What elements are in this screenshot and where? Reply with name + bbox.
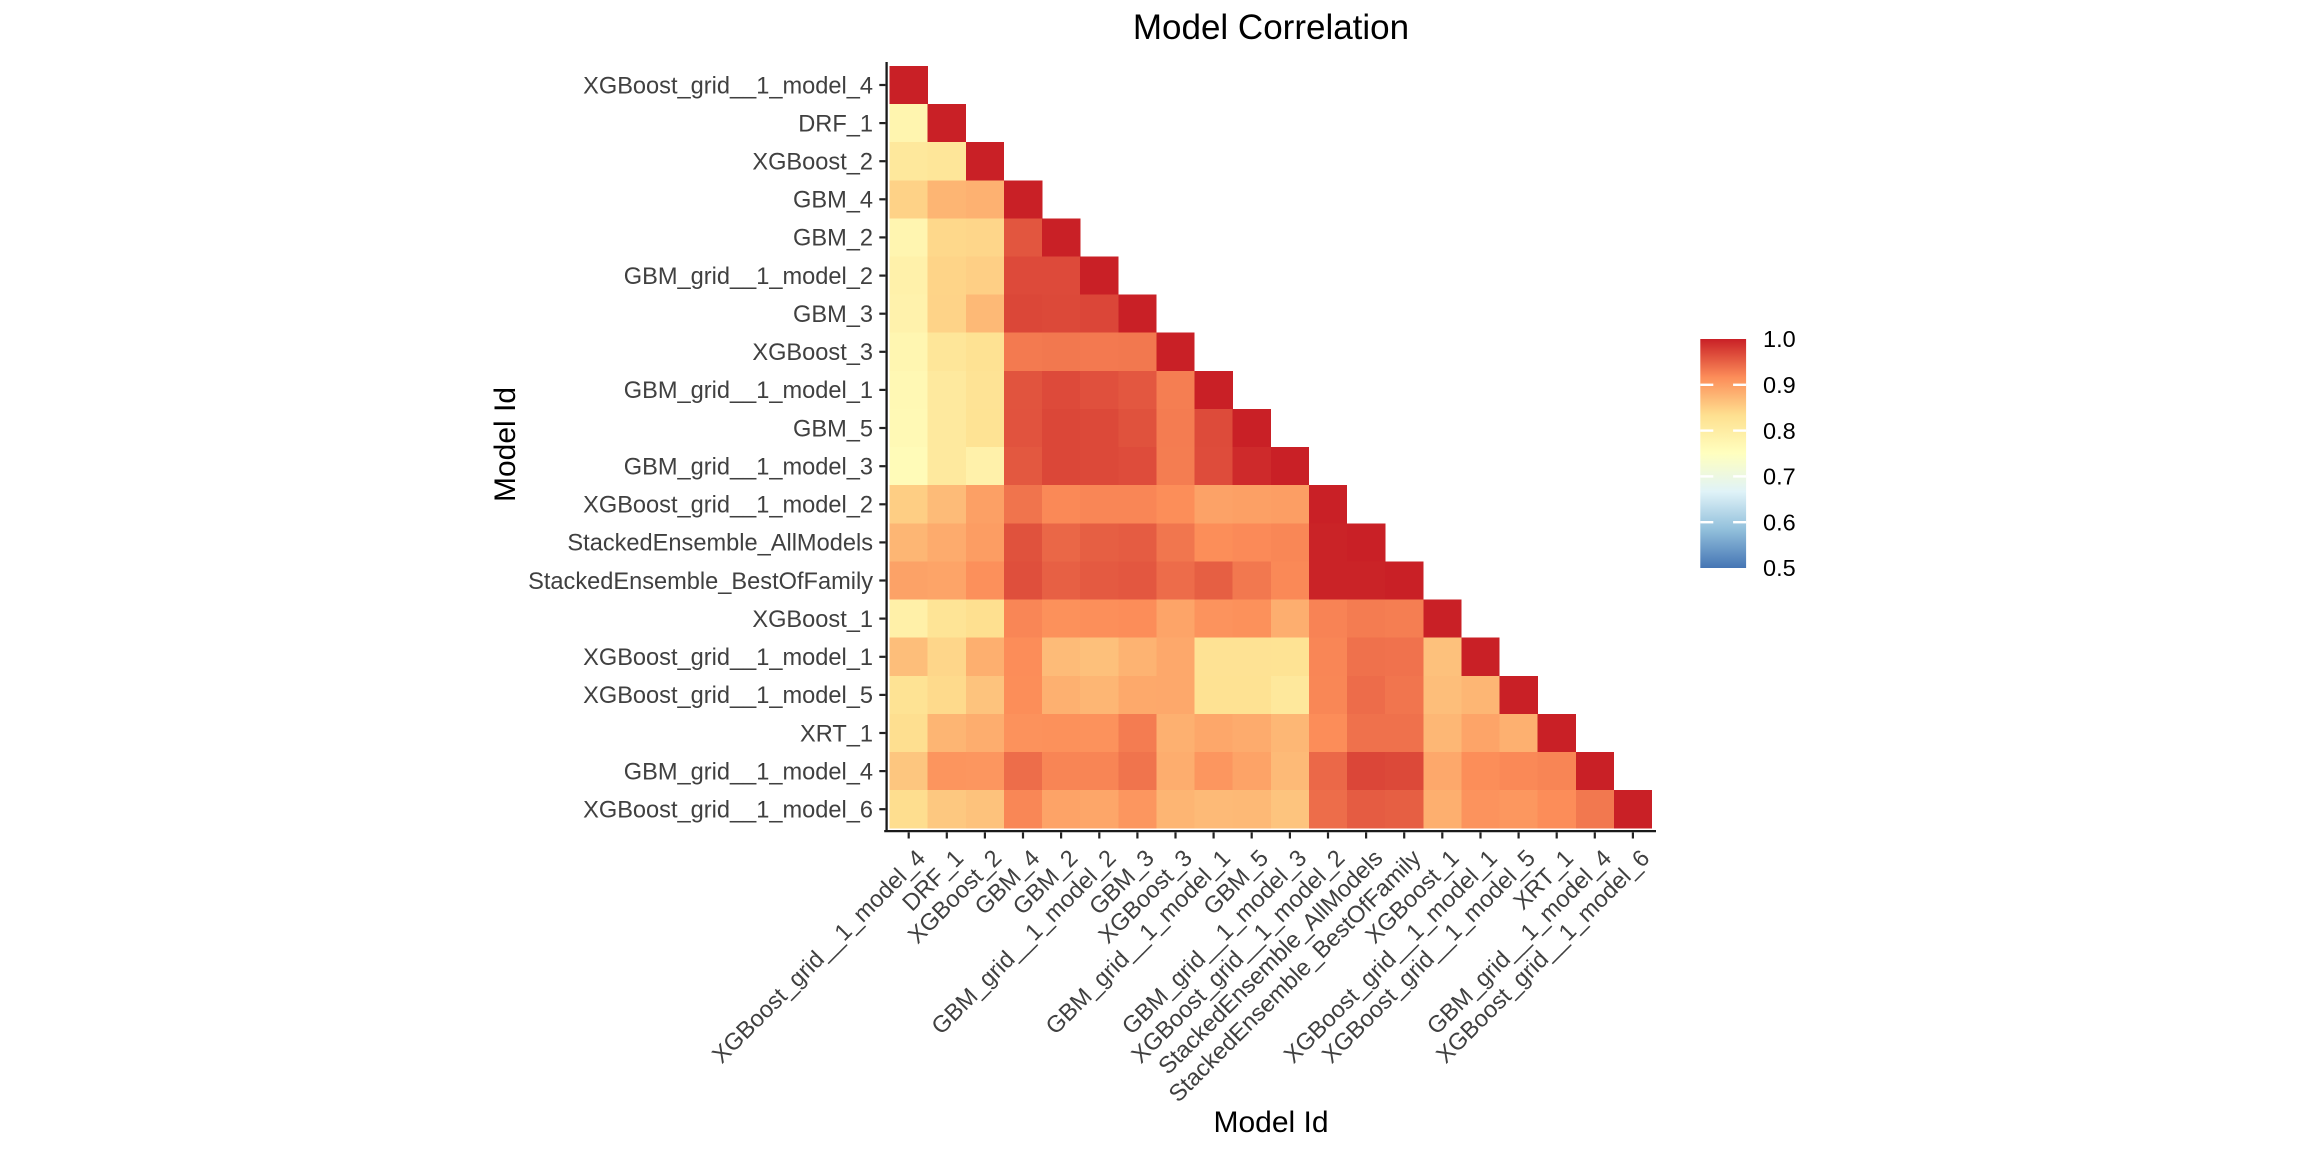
- svg-text:GBM_5: GBM_5: [793, 416, 873, 442]
- svg-text:Model Id: Model Id: [489, 387, 522, 502]
- svg-text:GBM_4: GBM_4: [793, 188, 873, 214]
- svg-text:XGBoost_grid__1_model_5: XGBoost_grid__1_model_5: [583, 683, 873, 709]
- svg-text:GBM_2: GBM_2: [793, 226, 873, 252]
- svg-text:XGBoost_3: XGBoost_3: [752, 340, 873, 366]
- svg-text:Model Id: Model Id: [1213, 1106, 1328, 1139]
- svg-text:GBM_grid__1_model_3: GBM_grid__1_model_3: [624, 455, 873, 481]
- svg-text:0.6: 0.6: [1763, 509, 1796, 535]
- svg-text:0.7: 0.7: [1763, 464, 1796, 490]
- svg-text:XRT_1: XRT_1: [800, 721, 873, 747]
- svg-text:XGBoost_grid__1_model_2: XGBoost_grid__1_model_2: [583, 493, 873, 519]
- svg-text:XGBoost_1: XGBoost_1: [752, 607, 873, 633]
- svg-text:Model Correlation: Model Correlation: [1133, 8, 1409, 47]
- svg-text:XGBoost_grid__1_model_1: XGBoost_grid__1_model_1: [583, 645, 873, 671]
- svg-text:GBM_grid__1_model_2: GBM_grid__1_model_2: [624, 264, 873, 290]
- svg-text:GBM_grid__1_model_1: GBM_grid__1_model_1: [624, 378, 873, 404]
- svg-text:GBM_grid__1_model_4: GBM_grid__1_model_4: [624, 759, 873, 785]
- svg-text:StackedEnsemble_AllModels: StackedEnsemble_AllModels: [567, 531, 873, 557]
- svg-text:DRF_1: DRF_1: [798, 111, 873, 137]
- svg-text:XGBoost_2: XGBoost_2: [752, 150, 873, 176]
- svg-text:GBM_3: GBM_3: [793, 302, 873, 328]
- svg-text:StackedEnsemble_BestOfFamily: StackedEnsemble_BestOfFamily: [528, 569, 873, 595]
- svg-text:1.0: 1.0: [1763, 326, 1796, 352]
- svg-text:0.5: 0.5: [1763, 555, 1796, 581]
- svg-text:XGBoost_grid__1_model_4: XGBoost_grid__1_model_4: [583, 73, 873, 99]
- svg-text:0.8: 0.8: [1763, 418, 1796, 444]
- svg-text:0.9: 0.9: [1763, 372, 1796, 398]
- svg-text:XGBoost_grid__1_model_6: XGBoost_grid__1_model_6: [583, 798, 873, 824]
